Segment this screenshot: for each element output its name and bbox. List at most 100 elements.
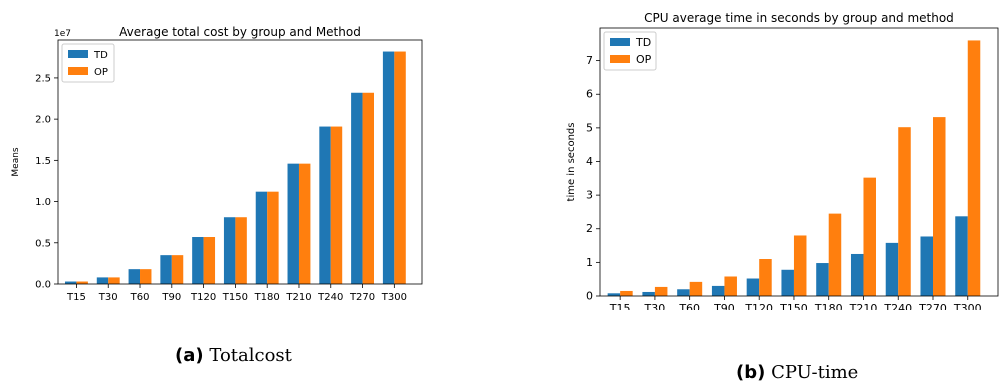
y-tick-label: 0.0 [35,280,51,291]
bar-td-t210 [287,163,299,284]
x-tick-label: T90 [713,302,735,310]
x-tick-label: T150 [779,302,808,310]
y-tick-label: 5 [586,121,593,134]
legend-swatch-op [610,55,630,63]
chart-title: CPU average time in seconds by group and… [644,11,954,25]
caption-text: CPU-time [771,362,859,383]
bar-td-t30 [642,291,655,296]
bar-td-t240 [319,126,331,285]
y-tick-label: 4 [586,155,593,168]
x-tick-label: T180 [814,302,843,310]
bar-td-t210 [850,253,864,296]
bar-op-t240 [330,126,343,285]
legend-swatch-td [610,38,630,46]
caption-tag: (a) [175,345,204,366]
bar-op-t240 [898,127,911,296]
chart-panel-cputime: CPU average time in seconds by group and… [540,0,1002,385]
x-tick-label: T150 [222,292,248,303]
bar-td-t60 [677,289,690,296]
bar-op-t150 [793,235,807,296]
y-tick-label: 1.0 [35,197,51,208]
x-tick-label: T240 [883,302,912,310]
bar-op-t30 [108,277,120,284]
bar-td-t60 [128,269,141,284]
chart-panel-totalcost: Average total cost by group and Method 0.… [0,0,480,385]
bar-td-t150 [223,217,236,284]
x-tick-label: T30 [98,292,118,303]
x-tick-label: T60 [130,292,150,303]
y-tick-label: 7 [586,54,593,67]
bar-op-t180 [828,213,842,296]
x-tick-label: T270 [349,292,375,303]
bar-td-t270 [351,92,363,284]
bar-op-t180 [267,191,279,284]
y-axis-label: Means [11,147,21,177]
bar-op-t15 [76,281,88,284]
y-tick-label: 1 [586,256,593,269]
legend-swatch-td [68,50,88,58]
bar-td-t15 [64,281,77,284]
bar-op-t120 [203,237,216,284]
bar-op-t150 [235,217,247,284]
x-tick-label: T90 [161,292,181,303]
bar-td-t90 [160,255,172,284]
x-tick-label: T300 [953,302,982,310]
bar-td-t30 [96,277,109,284]
bar-td-t120 [192,237,204,284]
y-tick-label: 0.5 [35,238,51,249]
chart-totalcost: Average total cost by group and Method 0.… [11,25,423,303]
x-tick-label: T15 [609,302,631,310]
chart-title: Average total cost by group and Method [119,25,361,39]
x-tick-label: T210 [849,302,878,310]
x-tick-label: T15 [66,292,86,303]
y-axis-label: time in seconds [566,123,577,202]
bar-op-t15 [620,290,633,296]
caption-cputime: (b) CPU-time [736,362,858,383]
bar-td-t150 [781,269,794,296]
y-offset-label: 1e7 [54,29,71,39]
legend: TD OP [603,31,657,71]
bar-td-t15 [607,293,621,296]
x-tick-label: T210 [285,292,311,303]
bar-td-t180 [255,191,268,284]
legend-swatch-op [68,67,88,75]
plot-frame [57,39,423,285]
y-tick-label: 2.0 [35,115,51,126]
bar-td-t300 [382,51,395,284]
bar-op-t300 [394,51,406,284]
bar-op-t210 [863,177,876,296]
y-tick-label: 1.5 [35,156,51,167]
bar-td-t240 [885,242,899,296]
bar-op-t30 [654,286,668,296]
plot-frame [599,27,999,297]
legend-label-op: OP [94,67,108,78]
legend-label-op: OP [636,53,652,66]
x-tick-label: T60 [678,302,700,310]
bar-op-t270 [932,117,946,296]
bar-op-t270 [362,92,374,284]
caption-totalcost: (a) Totalcost [175,345,292,366]
bar-op-t120 [759,259,772,296]
caption-text: Totalcost [209,345,292,366]
y-tick-label: 2 [586,222,593,235]
bar-td-t270 [920,236,933,296]
x-tick-label: T180 [254,292,280,303]
bar-op-t300 [967,40,981,297]
x-tick-label: T270 [918,302,947,310]
x-tick-label: T30 [644,302,666,310]
y-tick-label: 0 [586,290,593,303]
legend-label-td: TD [93,50,108,61]
bar-td-t180 [816,263,829,296]
chart-cputime: CPU average time in seconds by group and… [566,11,999,315]
bar-td-t120 [746,278,760,296]
caption-tag: (b) [736,362,766,383]
x-tick-label: T300 [381,292,407,303]
y-tick-label: 2.5 [35,73,51,84]
legend-label-td: TD [635,36,651,49]
bar-op-t90 [171,255,184,284]
x-tick-label: T120 [190,292,216,303]
bar-op-t60 [140,269,152,284]
bar-td-t90 [711,285,725,296]
y-tick-label: 6 [586,88,593,101]
bar-td-t300 [955,216,968,296]
